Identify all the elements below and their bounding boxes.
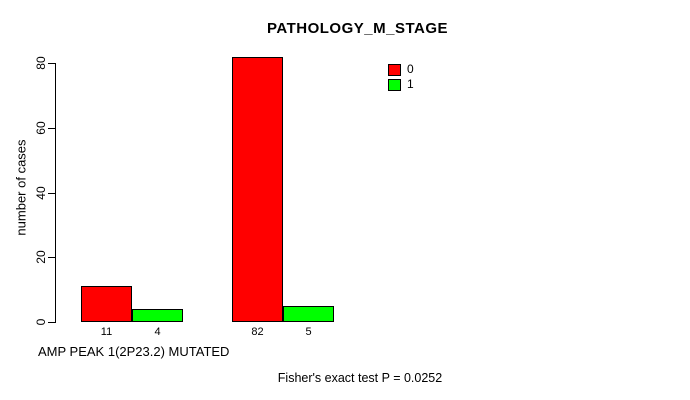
bar-count-label: 82 bbox=[251, 326, 264, 338]
legend-label: 1 bbox=[407, 77, 414, 91]
y-tick-label: 20 bbox=[34, 250, 48, 264]
y-axis-line bbox=[55, 63, 56, 323]
y-tick-label: 80 bbox=[34, 56, 48, 70]
legend-label: 0 bbox=[407, 62, 414, 76]
bar-1-group-1 bbox=[132, 309, 183, 322]
y-tick-label: 60 bbox=[34, 121, 48, 135]
y-tick-mark bbox=[48, 63, 55, 64]
bar-0-group-1 bbox=[81, 286, 132, 322]
chart-title: PATHOLOGY_M_STAGE bbox=[266, 20, 448, 37]
y-tick-mark bbox=[48, 193, 55, 194]
bar-count-label: 5 bbox=[305, 326, 312, 338]
legend-item: 0 bbox=[388, 63, 414, 76]
legend-swatch bbox=[388, 78, 401, 91]
bar-count-label: 4 bbox=[154, 326, 161, 338]
y-tick-label: 40 bbox=[34, 186, 48, 200]
y-tick-mark bbox=[48, 257, 55, 258]
bar-count-label: 11 bbox=[100, 326, 113, 338]
x-axis-label: AMP PEAK 1(2P23.2) MUTATED bbox=[38, 344, 230, 359]
bar-1-group-2 bbox=[283, 306, 334, 322]
y-tick-mark bbox=[48, 128, 55, 129]
legend-item: 1 bbox=[388, 78, 414, 91]
y-axis-label: number of cases bbox=[13, 139, 29, 236]
legend-swatch bbox=[388, 63, 401, 76]
bar-0-group-2 bbox=[232, 57, 283, 322]
fisher-test-annotation: Fisher's exact test P = 0.0252 bbox=[277, 371, 443, 385]
y-tick-mark bbox=[48, 322, 55, 323]
y-tick-label: 0 bbox=[34, 318, 48, 326]
